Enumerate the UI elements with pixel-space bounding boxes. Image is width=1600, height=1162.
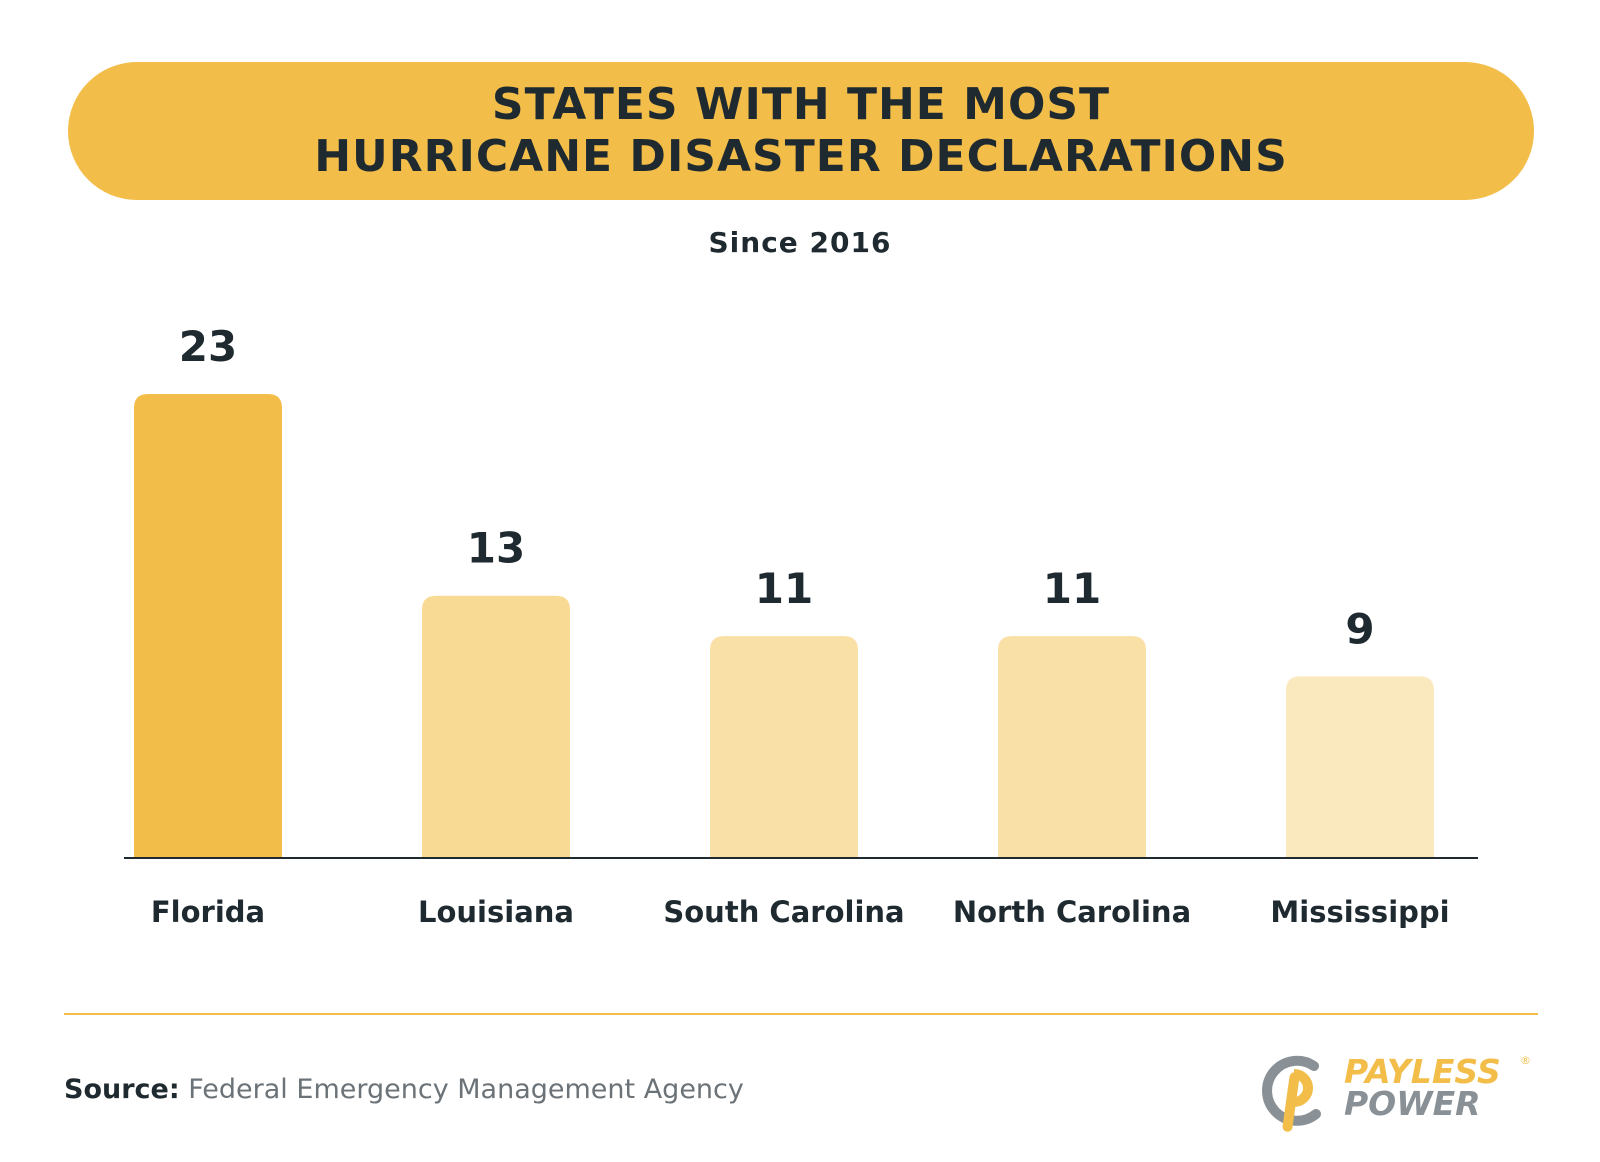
bar-florida <box>134 394 282 858</box>
category-label-south-carolina: South Carolina <box>663 895 904 929</box>
footer-divider <box>64 1013 1538 1015</box>
source-text: Federal Emergency Management Agency <box>188 1074 744 1105</box>
value-label-florida: 23 <box>179 322 237 371</box>
chart-subtitle: Since 2016 <box>708 226 892 259</box>
bar-north-carolina <box>998 636 1146 858</box>
category-label-florida: Florida <box>151 895 265 929</box>
source-note: Source: Federal Emergency Management Age… <box>64 1074 744 1105</box>
bar-chart: 23 Florida 13 Louisiana 11 South Carolina 11 No… <box>124 322 1478 929</box>
value-label-mississippi: 9 <box>1345 604 1374 653</box>
payless-power-logo-icon <box>1262 1055 1321 1132</box>
bar-louisiana <box>422 595 570 858</box>
bar-mississippi <box>1286 676 1434 858</box>
chart-title-line-1: STATES WITH THE MOST <box>491 79 1111 130</box>
value-label-louisiana: 13 <box>467 524 525 573</box>
category-label-louisiana: Louisiana <box>418 895 574 929</box>
value-label-north-carolina: 11 <box>1043 564 1101 613</box>
category-label-mississippi: Mississippi <box>1270 895 1449 929</box>
registered-mark: ® <box>1520 1054 1531 1067</box>
source-label: Source: <box>64 1074 180 1105</box>
payless-power-logo: PAYLESS POWER ® <box>1258 1052 1538 1136</box>
chart-title-line-2: HURRICANE DISASTER DECLARATIONS <box>314 131 1288 182</box>
logo-line-1: PAYLESS <box>1344 1052 1501 1091</box>
bar-south-carolina <box>710 636 858 858</box>
title-banner: STATES WITH THE MOST HURRICANE DISASTER … <box>68 62 1534 200</box>
value-label-south-carolina: 11 <box>755 564 813 613</box>
category-label-north-carolina: North Carolina <box>953 895 1191 929</box>
logo-wordmark: PAYLESS POWER <box>1344 1052 1501 1123</box>
logo-line-2: POWER <box>1344 1084 1481 1123</box>
